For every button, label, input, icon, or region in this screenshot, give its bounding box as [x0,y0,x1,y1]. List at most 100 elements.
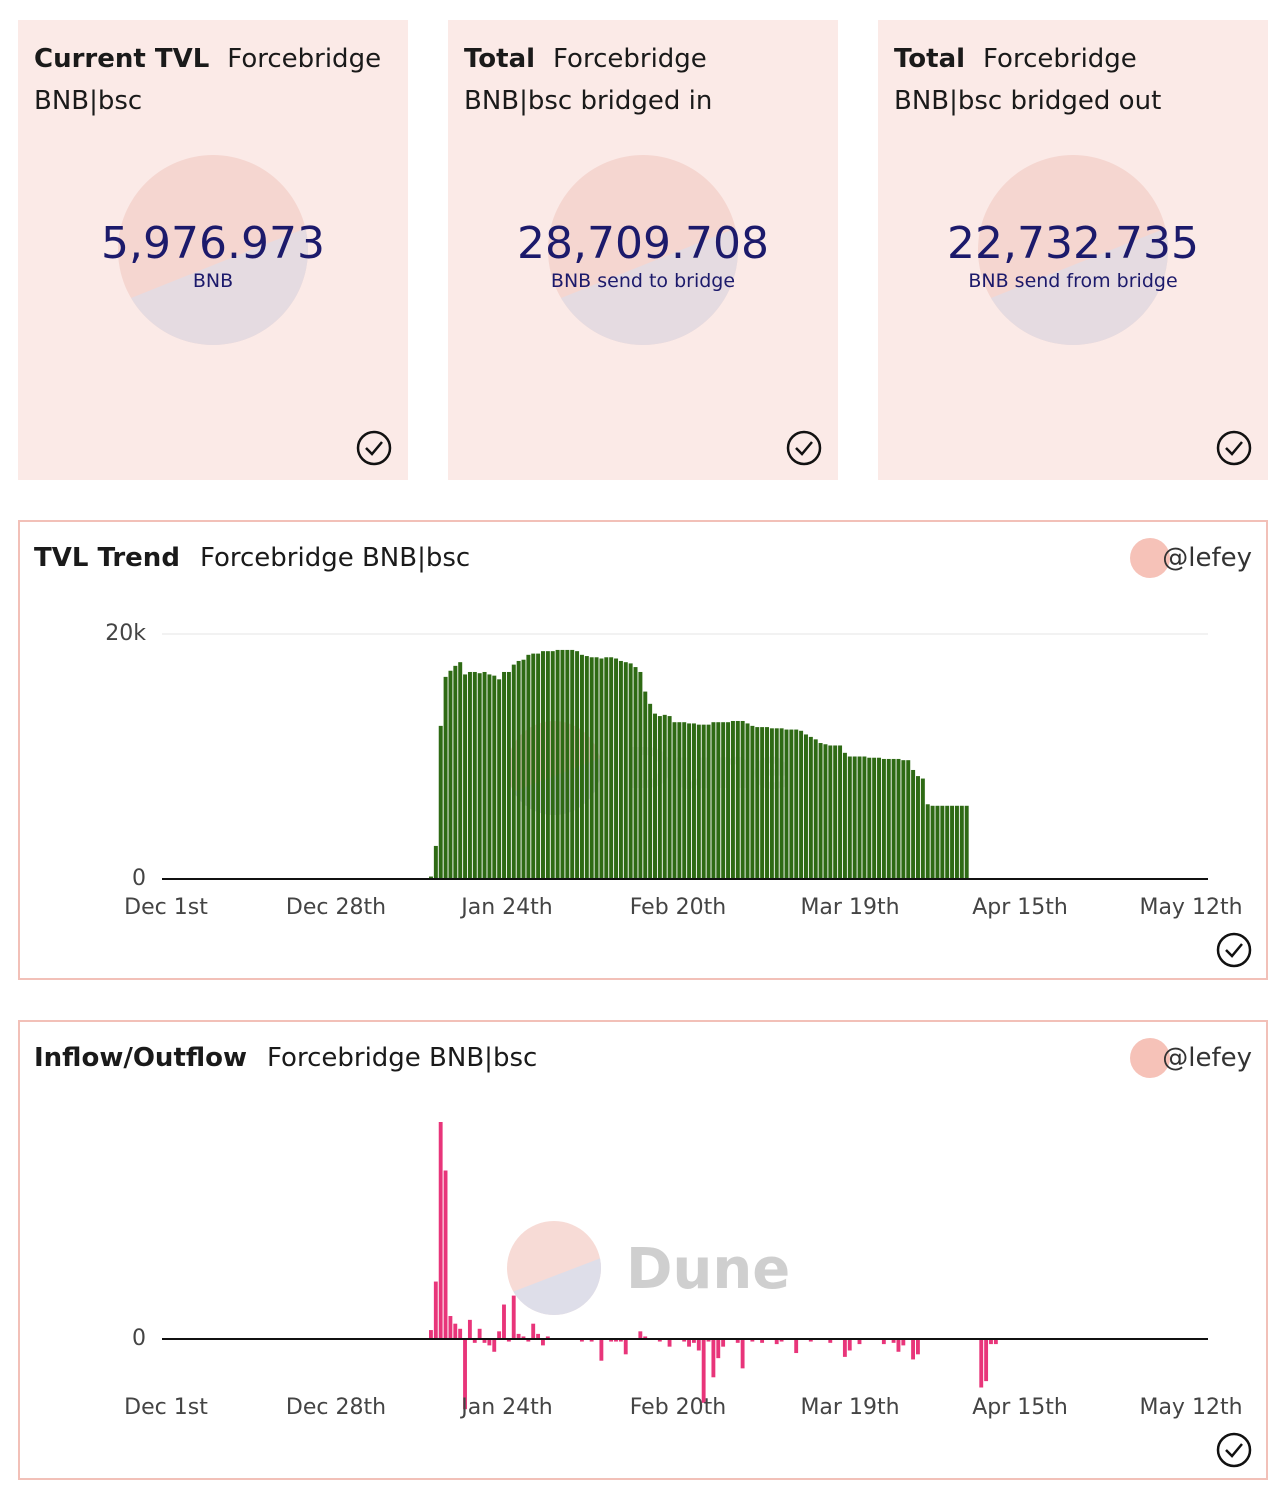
flow-bar [545,1336,550,1339]
flow-bar [497,1331,502,1339]
x-tick-label: Mar 19th [800,1395,899,1420]
tvl-bar [575,651,580,879]
tvl-bar [877,757,882,879]
tvl-bar [823,744,828,879]
check-circle-icon[interactable] [1216,932,1252,968]
tvl-bar [691,723,696,879]
username-link[interactable]: @lefey [1162,543,1252,573]
flow-bar [443,1170,448,1339]
tvl-bar [779,728,784,879]
flow-bar [916,1339,920,1355]
tvl-bar [794,729,799,879]
counter-title: Total Forcebridge BNB|bsc bridged out [894,44,1162,116]
check-mark-icon [1225,1443,1243,1458]
tvl-bar [570,649,575,879]
flow-bar [847,1339,852,1351]
tvl-bar [521,659,526,879]
tvl-bar [638,671,643,879]
flow-bar [536,1333,541,1339]
username-link[interactable]: @lefey [1162,1043,1252,1073]
check-circle-icon[interactable] [356,430,392,466]
tvl-bar [750,725,755,879]
flow-bar [638,1331,643,1339]
check-circle-icon[interactable] [1216,1432,1252,1468]
x-tick-label: Dec 28th [286,895,386,920]
flow-bar [891,1339,896,1343]
panel-title: Inflow/Outflow Forcebridge BNB|bsc [34,1043,538,1073]
tvl-bar [482,671,487,879]
tvl-bar [614,658,619,879]
flow-bar [477,1328,482,1339]
dune-logo-watermark [118,155,308,345]
check-circle-icon[interactable] [1216,430,1252,466]
x-tick-label: Feb 20th [630,1395,727,1420]
tvl-bar [429,876,433,879]
tvl-bar [609,657,614,879]
flow-bar [433,1281,438,1339]
tvl-bar [657,716,662,879]
tvl-bar [511,664,516,879]
counter-card-bridged-out: Total Forcebridge BNB|bsc bridged out 22,… [878,20,1268,480]
counter-value: 28,709.708 [517,218,769,269]
tvl-bar [745,723,750,879]
flow-bar [984,1339,989,1382]
x-tick-label: Dec 1st [124,1395,208,1420]
tvl-bar [472,671,477,879]
tvl-bar [735,720,740,879]
tvl-bar [847,756,852,879]
tvl-bar [662,714,667,879]
x-tick-label: Dec 1st [124,895,208,920]
tvl-bar [584,656,589,879]
flow-bar [794,1339,799,1354]
tvl-bar [618,660,623,879]
tvl-bar [935,805,940,879]
tvl-bar [555,649,560,879]
dune-watermark [507,1221,601,1315]
flow-bar [453,1323,458,1339]
tvl-bar [711,722,716,879]
tvl-bar [672,722,677,879]
avatar[interactable] [1130,538,1170,578]
flow-bar [614,1339,618,1342]
tvl-bar [453,665,458,879]
tvl-bar [541,651,545,879]
inflow-outflow-panel: Inflow/Outflow Forcebridge BNB|bsc @lefey… [18,1020,1268,1480]
tvl-bar [808,736,813,879]
flow-bar [511,1295,516,1339]
flow-bar [579,1339,584,1342]
flow-bar [808,1339,813,1342]
dune-watermark-text: Dune [626,1237,790,1302]
tvl-bar [818,743,823,879]
inflow-outflow-bar-chart: Dune 0 Dec 1st Dec 28th Jan 24th Feb 20th Mar… [124,1122,1252,1468]
y-tick-label: 0 [132,1326,146,1351]
flow-bar [589,1339,594,1342]
counter-card-current-tvl: Current TVL Forcebridge BNB|bsc 5,976.973… [18,20,408,480]
flow-bar [881,1339,886,1345]
flow-bar [463,1339,467,1410]
tvl-bar [911,769,916,879]
tvl-bar [867,757,872,879]
flow-bar [779,1339,784,1342]
flow-bar [989,1339,993,1345]
tvl-bar [550,651,555,879]
check-circle-icon[interactable] [786,430,822,466]
flow-bar [993,1339,998,1345]
flow-bar [657,1339,662,1342]
tvl-bar [560,649,565,879]
tvl-bar [502,671,507,879]
flow-bar [516,1333,521,1339]
flow-bar [541,1339,545,1346]
flow-bar [857,1339,862,1345]
tvl-bar [706,724,711,879]
flow-bar [774,1339,779,1345]
flow-bar [667,1339,672,1347]
tvl-bar [828,745,833,879]
tvl-bar [838,745,843,879]
counter-value: 5,976.973 [101,218,325,269]
flow-bar [448,1316,453,1339]
dune-logo-watermark [548,155,738,345]
counter-unit: BNB [192,270,234,292]
tvl-bar [925,804,930,879]
tvl-bar [604,657,609,879]
avatar[interactable] [1130,1038,1170,1078]
